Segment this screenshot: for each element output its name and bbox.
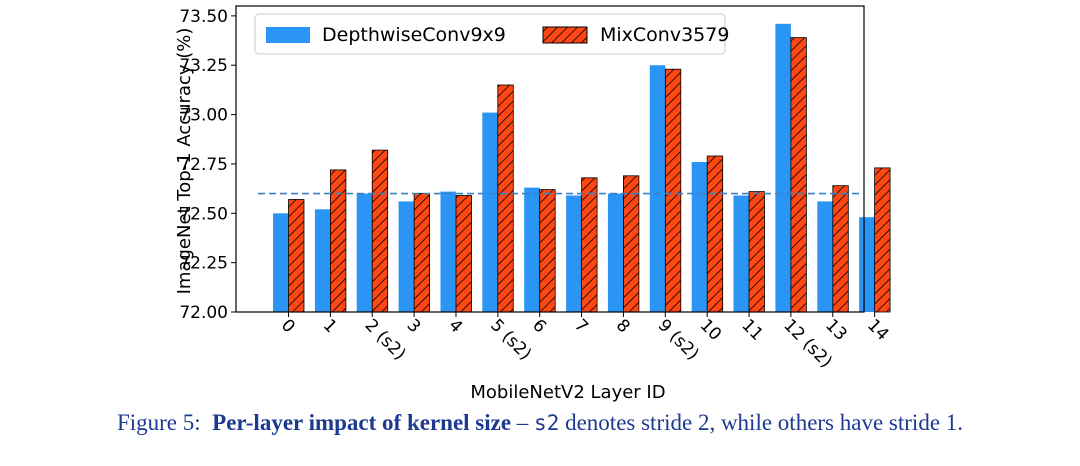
caption-code: s2: [534, 411, 560, 435]
bar-depthwise-9: [649, 65, 666, 312]
caption-title: Per-layer impact of kernel size: [212, 410, 512, 435]
x-tick-label-11: 11: [737, 315, 766, 344]
y-tick-label-0: 72.00: [179, 303, 228, 323]
bar-chart: 72.00 72.25 72.50 72.75 73.00 73.25 73.50 0 1 2 (…: [174, 5, 893, 403]
x-tick-label-2: 2 (s2): [361, 315, 410, 364]
bar-depthwise-4: [440, 191, 456, 312]
legend-label-depthwise: DepthwiseConv9x9: [322, 24, 506, 46]
x-tick-label-10: 10: [696, 315, 725, 344]
plot-area: 72.00 72.25 72.50 72.75 73.00 73.25 73.50 0 1 2 (…: [179, 5, 893, 372]
y-tick-label-6: 73.50: [179, 7, 228, 27]
x-tick-label-4: 4: [444, 315, 466, 337]
bar-depthwise-14: [859, 217, 875, 312]
caption-prefix: Figure 5:: [116, 410, 201, 435]
x-tick-label-7: 7: [570, 315, 592, 337]
y-tick-label-5: 73.25: [179, 56, 228, 76]
bar-mixconv-2: [371, 149, 389, 313]
bar-mixconv-12: [790, 37, 807, 313]
bar-depthwise-6: [524, 187, 540, 312]
plot-frame: [235, 5, 865, 313]
bar-depthwise-2: [356, 193, 373, 312]
x-tick-label-8: 8: [612, 315, 634, 337]
bar-mixconv-6: [539, 189, 556, 313]
x-tick-label-14: 14: [863, 315, 892, 344]
bar-mixconv-5: [497, 84, 514, 313]
y-axis-label: ImageNet Top-1 Accuracy (%): [174, 28, 195, 295]
bar-depthwise-3: [398, 201, 415, 312]
bar-depthwise-7: [566, 195, 582, 312]
y-tick-label-1: 72.25: [179, 254, 228, 274]
bar-mixconv-14: [874, 167, 891, 313]
bar-mixconv-10: [706, 155, 724, 313]
x-tick-label-5: 5 (s2): [486, 315, 535, 364]
bar-depthwise-5: [482, 112, 498, 312]
bar-mixconv-13: [832, 185, 849, 313]
legend-swatch-mixconv: [542, 26, 588, 44]
bar-depthwise-0: [273, 213, 289, 312]
bar-mixconv-4: [455, 195, 472, 313]
bar-depthwise-11: [733, 195, 749, 312]
legend-swatch-depthwise: [266, 27, 310, 43]
x-tick-label-0: 0: [277, 315, 299, 337]
bar-depthwise-12: [775, 23, 791, 313]
caption-rest: denotes stride 2, while others have stri…: [559, 410, 964, 435]
bar-depthwise-13: [817, 201, 833, 312]
x-tick-label-13: 13: [821, 315, 850, 344]
bar-mixconv-8: [623, 175, 640, 313]
x-tick-label-6: 6: [528, 315, 550, 337]
y-tick-label-2: 72.50: [179, 204, 228, 224]
bar-mixconv-1: [329, 169, 347, 313]
caption-dash: –: [511, 410, 535, 435]
x-tick-label-9: 9 (s2): [654, 315, 703, 364]
bar-mixconv-0: [288, 199, 305, 313]
bar-depthwise-8: [607, 193, 624, 312]
x-axis-label: MobileNetV2 Layer ID: [470, 382, 665, 403]
bar-mixconv-7: [581, 177, 598, 313]
legend-frame: [254, 13, 726, 55]
bar-mixconv-11: [748, 191, 765, 313]
figure-caption: Figure 5: Per-layer impact of kernel siz…: [0, 410, 1080, 436]
bar-depthwise-1: [314, 209, 331, 312]
bar-depthwise-10: [691, 162, 708, 312]
bar-mixconv-9: [664, 68, 682, 313]
y-tick-label-4: 73.00: [179, 106, 228, 126]
legend-label-mixconv: MixConv3579: [600, 24, 729, 46]
x-tick-label-3: 3: [403, 315, 425, 337]
bar-mixconv-3: [413, 193, 431, 313]
x-tick-label-1: 1: [319, 315, 341, 337]
legend: DepthwiseConv9x9 MixConv3579: [254, 13, 729, 55]
y-tick-label-3: 72.75: [179, 155, 228, 175]
